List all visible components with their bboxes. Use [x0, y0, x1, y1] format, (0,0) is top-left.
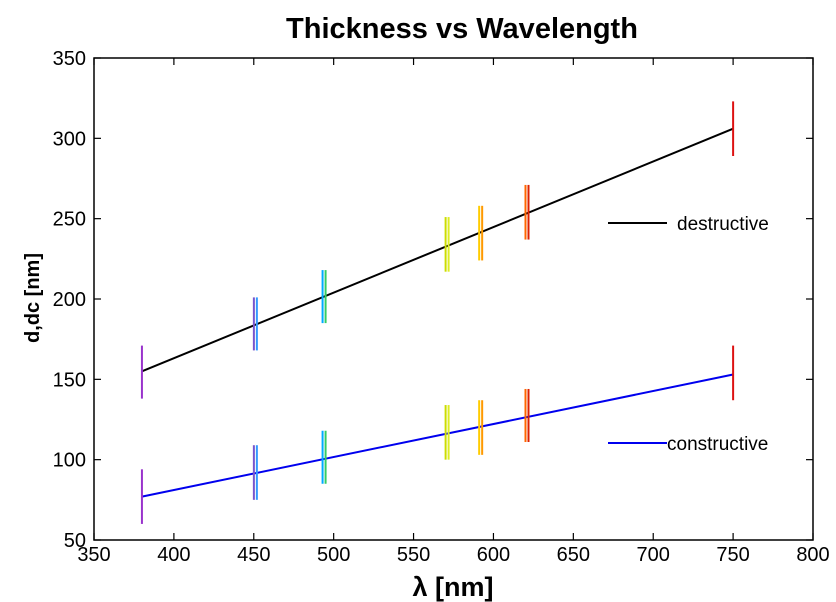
plot-area [93, 57, 814, 541]
x-tick-label: 650 [557, 544, 590, 566]
x-tick-label: 400 [157, 544, 190, 566]
y-tick-label: 150 [53, 369, 86, 391]
constructive-legend-label: constructive [667, 434, 768, 455]
y-axis-label: d,dc [nm] [22, 253, 44, 343]
x-tick-label: 700 [637, 544, 670, 566]
y-tick-label: 250 [53, 209, 86, 231]
x-tick-label: 350 [77, 544, 110, 566]
constructive-line [141, 373, 734, 498]
y-axis: 50 100 150 200 250 300 350 [53, 48, 813, 552]
chart-title: Thickness vs Wavelength [286, 13, 638, 45]
y-tick-label: 50 [64, 530, 86, 552]
x-tick-label: 600 [477, 544, 510, 566]
x-axis-label: λ [nm] [413, 572, 494, 602]
y-tick-label: 300 [53, 128, 86, 150]
destructive-legend-label: destructive [677, 214, 769, 235]
x-axis: 350 400 450 500 550 600 650 700 750 800 [77, 58, 830, 566]
y-tick-label: 100 [53, 450, 86, 472]
y-tick-label: 200 [53, 289, 86, 311]
x-tick-label: 500 [317, 544, 350, 566]
destructive-line [141, 127, 734, 373]
x-tick-label: 550 [397, 544, 430, 566]
legend: destructive constructive [608, 214, 769, 455]
x-tick-label: 800 [796, 544, 829, 566]
series-layer [140, 101, 735, 524]
y-tick-label: 350 [53, 48, 86, 70]
x-tick-label: 450 [237, 544, 270, 566]
x-tick-label: 750 [716, 544, 749, 566]
